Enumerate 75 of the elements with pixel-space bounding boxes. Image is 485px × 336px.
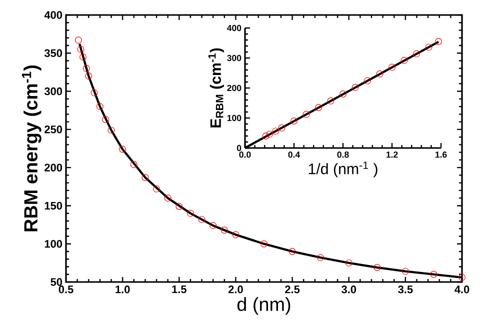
y-tick-label: 350 bbox=[44, 49, 62, 58]
y-tick-label: 200 bbox=[44, 164, 62, 172]
x-tick-label: 1.5 bbox=[172, 286, 186, 294]
y-axis-title: E$_{RBM}$ (cm$^{-1}$) bbox=[208, 48, 224, 128]
point bbox=[317, 254, 324, 262]
point bbox=[413, 50, 420, 58]
y-tick-label: 400 bbox=[44, 11, 62, 19]
point bbox=[82, 64, 90, 72]
point bbox=[108, 126, 115, 134]
point bbox=[130, 161, 138, 168]
point bbox=[340, 90, 346, 98]
point bbox=[364, 77, 371, 84]
point bbox=[352, 84, 359, 91]
point bbox=[262, 132, 270, 140]
x-tick-label: 1.0 bbox=[116, 286, 130, 294]
x-tick-label: 2.0 bbox=[228, 286, 243, 294]
y-tick-label: 300 bbox=[44, 87, 62, 96]
x-tick-label: 2.5 bbox=[285, 286, 300, 294]
x-tick-label: 3.5 bbox=[398, 286, 413, 294]
point bbox=[260, 240, 268, 248]
x-tick-label: 1.2 bbox=[386, 152, 398, 158]
point bbox=[96, 103, 104, 110]
y-tick-label: 250 bbox=[44, 126, 62, 134]
point bbox=[220, 226, 228, 234]
point bbox=[374, 264, 381, 271]
x-axis-title: 1/d (nm$^{-1}$ ) bbox=[308, 162, 378, 178]
x-tick-label: 1.6 bbox=[435, 152, 447, 158]
x-tick-label: 4.0 bbox=[454, 286, 470, 294]
x-tick-label: 0.5 bbox=[58, 286, 74, 294]
y-tick-label: 50 bbox=[50, 278, 62, 286]
y-tick-label: 100 bbox=[44, 240, 62, 248]
point bbox=[142, 174, 149, 181]
point bbox=[85, 72, 92, 80]
point bbox=[176, 202, 183, 210]
x-tick-label: 3.0 bbox=[341, 286, 356, 294]
point bbox=[186, 210, 194, 217]
y-tick-label: 0 bbox=[236, 144, 242, 152]
point bbox=[198, 216, 206, 223]
point bbox=[376, 70, 384, 78]
point bbox=[345, 259, 352, 266]
y-tick-label: 100 bbox=[227, 114, 242, 122]
point bbox=[435, 38, 442, 45]
point bbox=[79, 53, 86, 60]
point bbox=[272, 128, 280, 135]
point bbox=[425, 44, 432, 51]
point bbox=[388, 64, 396, 71]
point bbox=[74, 36, 82, 44]
point bbox=[232, 231, 240, 238]
point bbox=[102, 116, 110, 123]
point bbox=[90, 89, 98, 96]
point bbox=[458, 274, 466, 281]
point bbox=[210, 222, 217, 230]
x-tick-label: 0.0 bbox=[239, 152, 251, 158]
point bbox=[327, 97, 334, 104]
x-tick-label: 0.4 bbox=[288, 152, 300, 158]
point bbox=[119, 146, 126, 153]
x-axis-title: d (nm) bbox=[237, 297, 290, 315]
point bbox=[266, 130, 273, 138]
point bbox=[153, 185, 160, 192]
point bbox=[77, 46, 84, 53]
point bbox=[400, 56, 408, 64]
point bbox=[315, 104, 322, 111]
point bbox=[302, 110, 310, 118]
y-axis-title: RBM energy (cm$^{-1}$) bbox=[22, 65, 42, 232]
point bbox=[164, 194, 172, 202]
point bbox=[290, 118, 298, 124]
y-tick-label: 200 bbox=[227, 84, 242, 92]
point bbox=[278, 124, 286, 132]
y-tick-label: 400 bbox=[226, 24, 242, 32]
point bbox=[402, 268, 409, 275]
y-tick-label: 300 bbox=[227, 54, 242, 62]
y-tick-label: 150 bbox=[44, 202, 62, 210]
x-tick-label: 0.8 bbox=[337, 152, 349, 158]
point bbox=[288, 248, 296, 255]
point bbox=[430, 270, 438, 278]
